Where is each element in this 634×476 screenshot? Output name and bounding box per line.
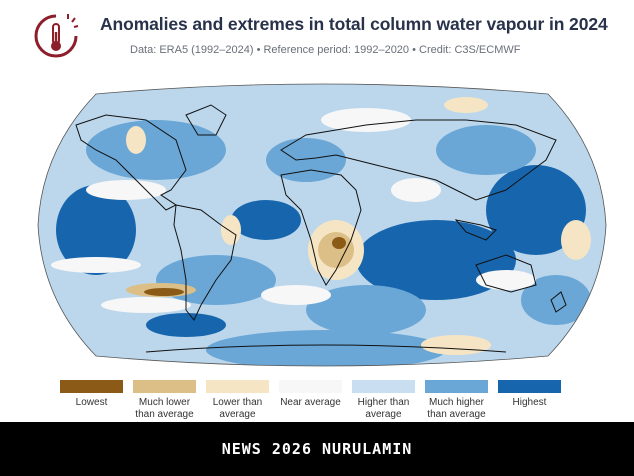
world-anomaly-map [37, 83, 607, 367]
page-title: Anomalies and extremes in total column w… [100, 14, 608, 34]
legend-swatch-much-lower [133, 380, 196, 393]
legend-swatch-higher [352, 380, 415, 393]
legend-label: Higher than average [357, 397, 410, 420]
legend: Lowest Much lower than average Lower tha… [60, 380, 574, 421]
news-banner: NEWS 2026 NURULAMIN [0, 422, 634, 476]
coastlines [75, 104, 567, 353]
map-frame [37, 83, 607, 367]
legend-swatch-near-average [279, 380, 342, 393]
anomaly-field [38, 84, 606, 366]
legend-label: Near average [280, 397, 341, 408]
legend-label: Highest [512, 397, 547, 408]
legend-label: Lower than average [212, 397, 263, 420]
page-subtitle: Data: ERA5 (1992–2024) • Reference perio… [130, 44, 521, 56]
logo-thermometer-icon [34, 14, 79, 58]
legend-swatch-highest [498, 380, 561, 393]
legend-label: Much higher than average [427, 397, 486, 420]
legend-label: Lowest [75, 397, 108, 408]
legend-label: Much lower than average [135, 397, 194, 420]
legend-swatch-lowest [60, 380, 123, 393]
legend-swatch-much-higher [425, 380, 488, 393]
legend-swatch-lower [206, 380, 269, 393]
